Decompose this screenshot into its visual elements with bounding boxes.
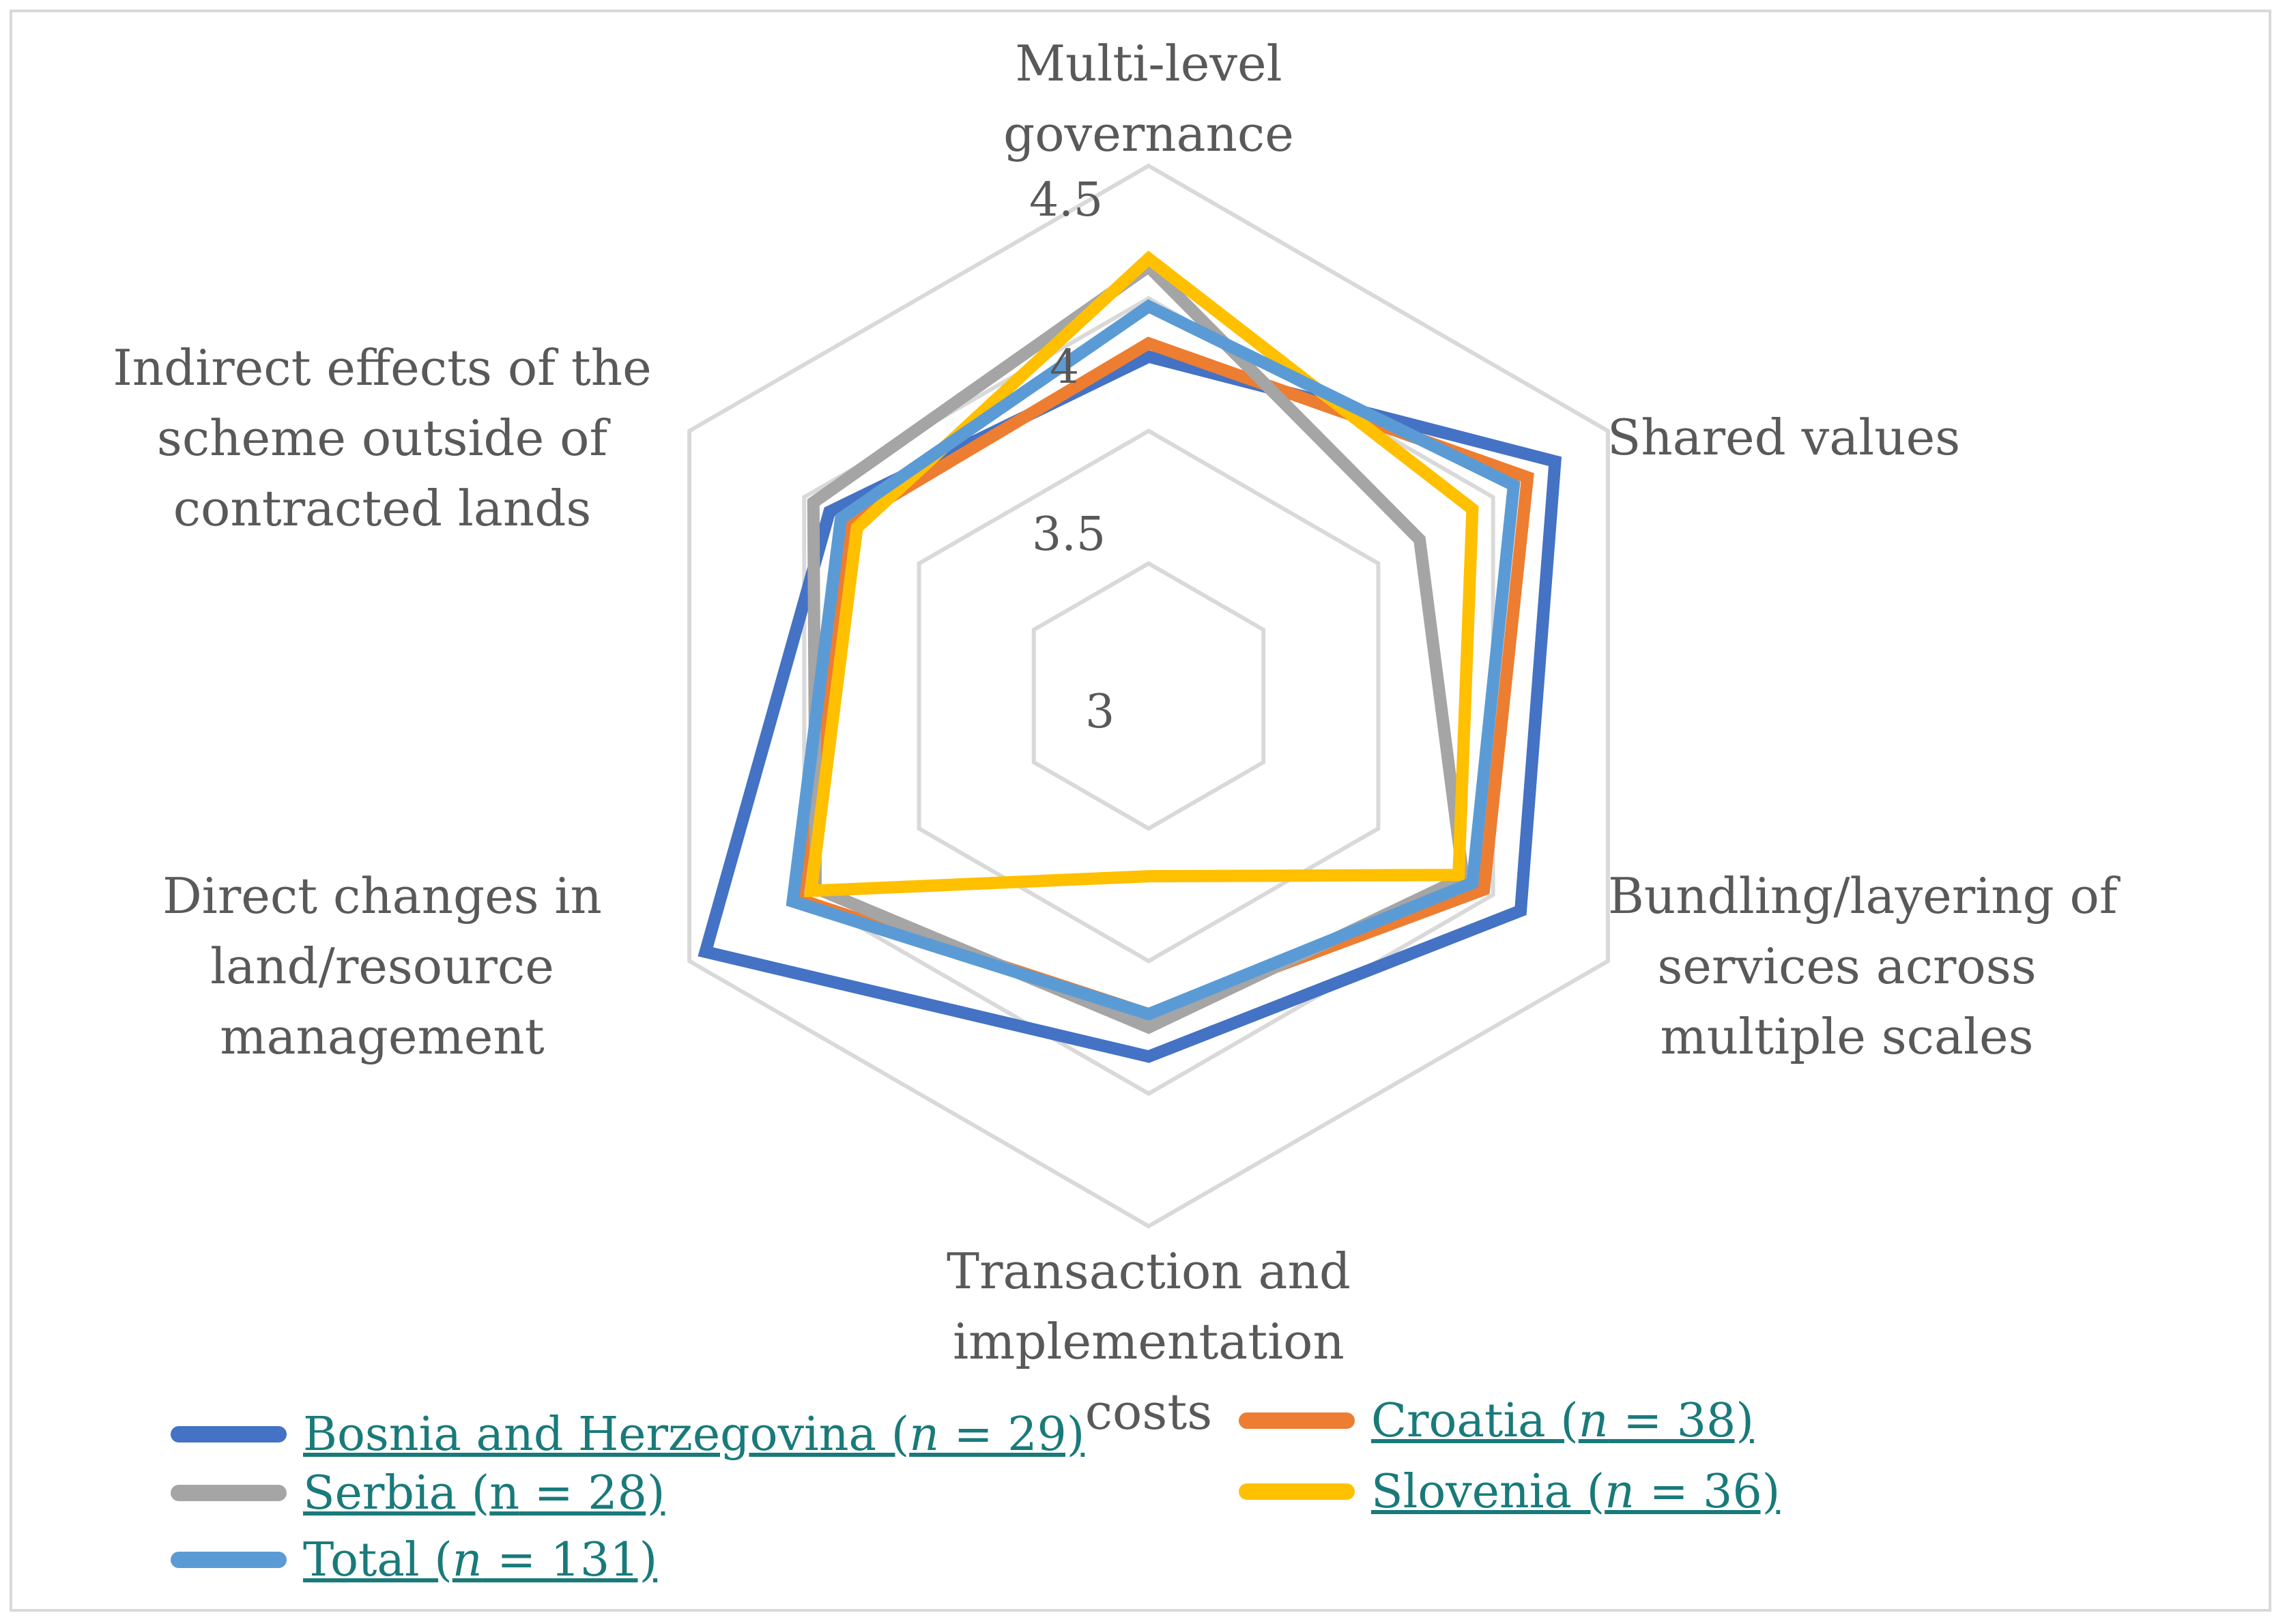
axis-label-line: management bbox=[220, 1008, 545, 1065]
series-line-total bbox=[786, 299, 1521, 1021]
legend-label[interactable]: Slovenia (n = 36) bbox=[1371, 1464, 1781, 1519]
axis-label-line: Transaction and bbox=[947, 1243, 1351, 1300]
axis-label-direct-changes-in-land-resource-management: Direct changes in land/resource management bbox=[75, 861, 689, 1072]
axis-label-line: Multi-level bbox=[1015, 35, 1282, 92]
gridline-4-5 bbox=[687, 163, 1610, 1229]
legend-swatch bbox=[171, 1426, 287, 1442]
axis-label-bundling-layering-of-services-across-multiple-scales: Bundling/layering of services across multi… bbox=[1608, 861, 2118, 1072]
legend-label[interactable]: Bosnia and Herzegovina (n = 29) bbox=[303, 1407, 1085, 1462]
gridline-3-5 bbox=[917, 429, 1381, 963]
axis-label-transaction-and-implementation-costs: Transaction and implementation costs bbox=[807, 1236, 1490, 1447]
legend-item-total[interactable]: Total (n = 131) bbox=[171, 1533, 657, 1587]
tick-label-4: 4 bbox=[1050, 340, 1080, 394]
axis-label-line: contracted lands bbox=[173, 480, 592, 537]
axis-label-line: Indirect effects of the bbox=[113, 339, 652, 396]
tick-label-3: 3 bbox=[1085, 685, 1115, 739]
legend-label[interactable]: Serbia (n = 28) bbox=[303, 1466, 665, 1520]
tick-label-4-5: 4.5 bbox=[1029, 173, 1104, 227]
gridline-3 bbox=[1031, 561, 1266, 831]
axis-label-line: multiple scales bbox=[1660, 1008, 2034, 1065]
tick-label-3-5: 3.5 bbox=[1032, 508, 1106, 562]
gridline-4 bbox=[802, 295, 1495, 1097]
legend-item-serbia[interactable]: Serbia (n = 28) bbox=[171, 1466, 665, 1520]
legend-item-croatia[interactable]: Croatia (n = 38) bbox=[1239, 1393, 1754, 1448]
legend-swatch bbox=[1239, 1412, 1355, 1429]
axis-label-line: costs bbox=[1084, 1383, 1213, 1440]
axis-label-line: implementation bbox=[953, 1313, 1345, 1370]
legend-item-bosnia-and-herzegovina[interactable]: Bosnia and Herzegovina (n = 29) bbox=[171, 1407, 1084, 1462]
legend-swatch bbox=[171, 1485, 287, 1501]
series-line-slovenia bbox=[804, 250, 1479, 897]
axis-label-shared-values: Shared values bbox=[1607, 403, 1960, 473]
legend-swatch bbox=[171, 1552, 287, 1568]
axis-label-line: governance bbox=[1003, 105, 1294, 162]
axis-label-line: land/resource bbox=[210, 938, 554, 995]
axis-label-multi-level-governance: Multi-level governance bbox=[807, 29, 1490, 169]
axis-label-line: Direct changes in bbox=[162, 867, 602, 925]
axis-label-line: Bundling/layering of bbox=[1608, 867, 2118, 925]
legend-label[interactable]: Total (n = 131) bbox=[303, 1533, 658, 1587]
series-line-bosnia-and-herzegovina bbox=[698, 350, 1562, 1063]
legend-swatch bbox=[1239, 1483, 1355, 1500]
axis-label-indirect-effects-of-the-scheme-outside-of-contracted-lands: Indirect effects of the scheme outside of… bbox=[75, 333, 689, 544]
legend-item-slovenia[interactable]: Slovenia (n = 36) bbox=[1239, 1464, 1780, 1519]
series-line-serbia bbox=[807, 258, 1470, 1034]
axis-label-line: Shared values bbox=[1607, 409, 1961, 466]
legend-label[interactable]: Croatia (n = 38) bbox=[1371, 1393, 1754, 1448]
axis-label-line: scheme outside of bbox=[156, 409, 608, 467]
axis-label-line: services across bbox=[1657, 938, 2037, 995]
